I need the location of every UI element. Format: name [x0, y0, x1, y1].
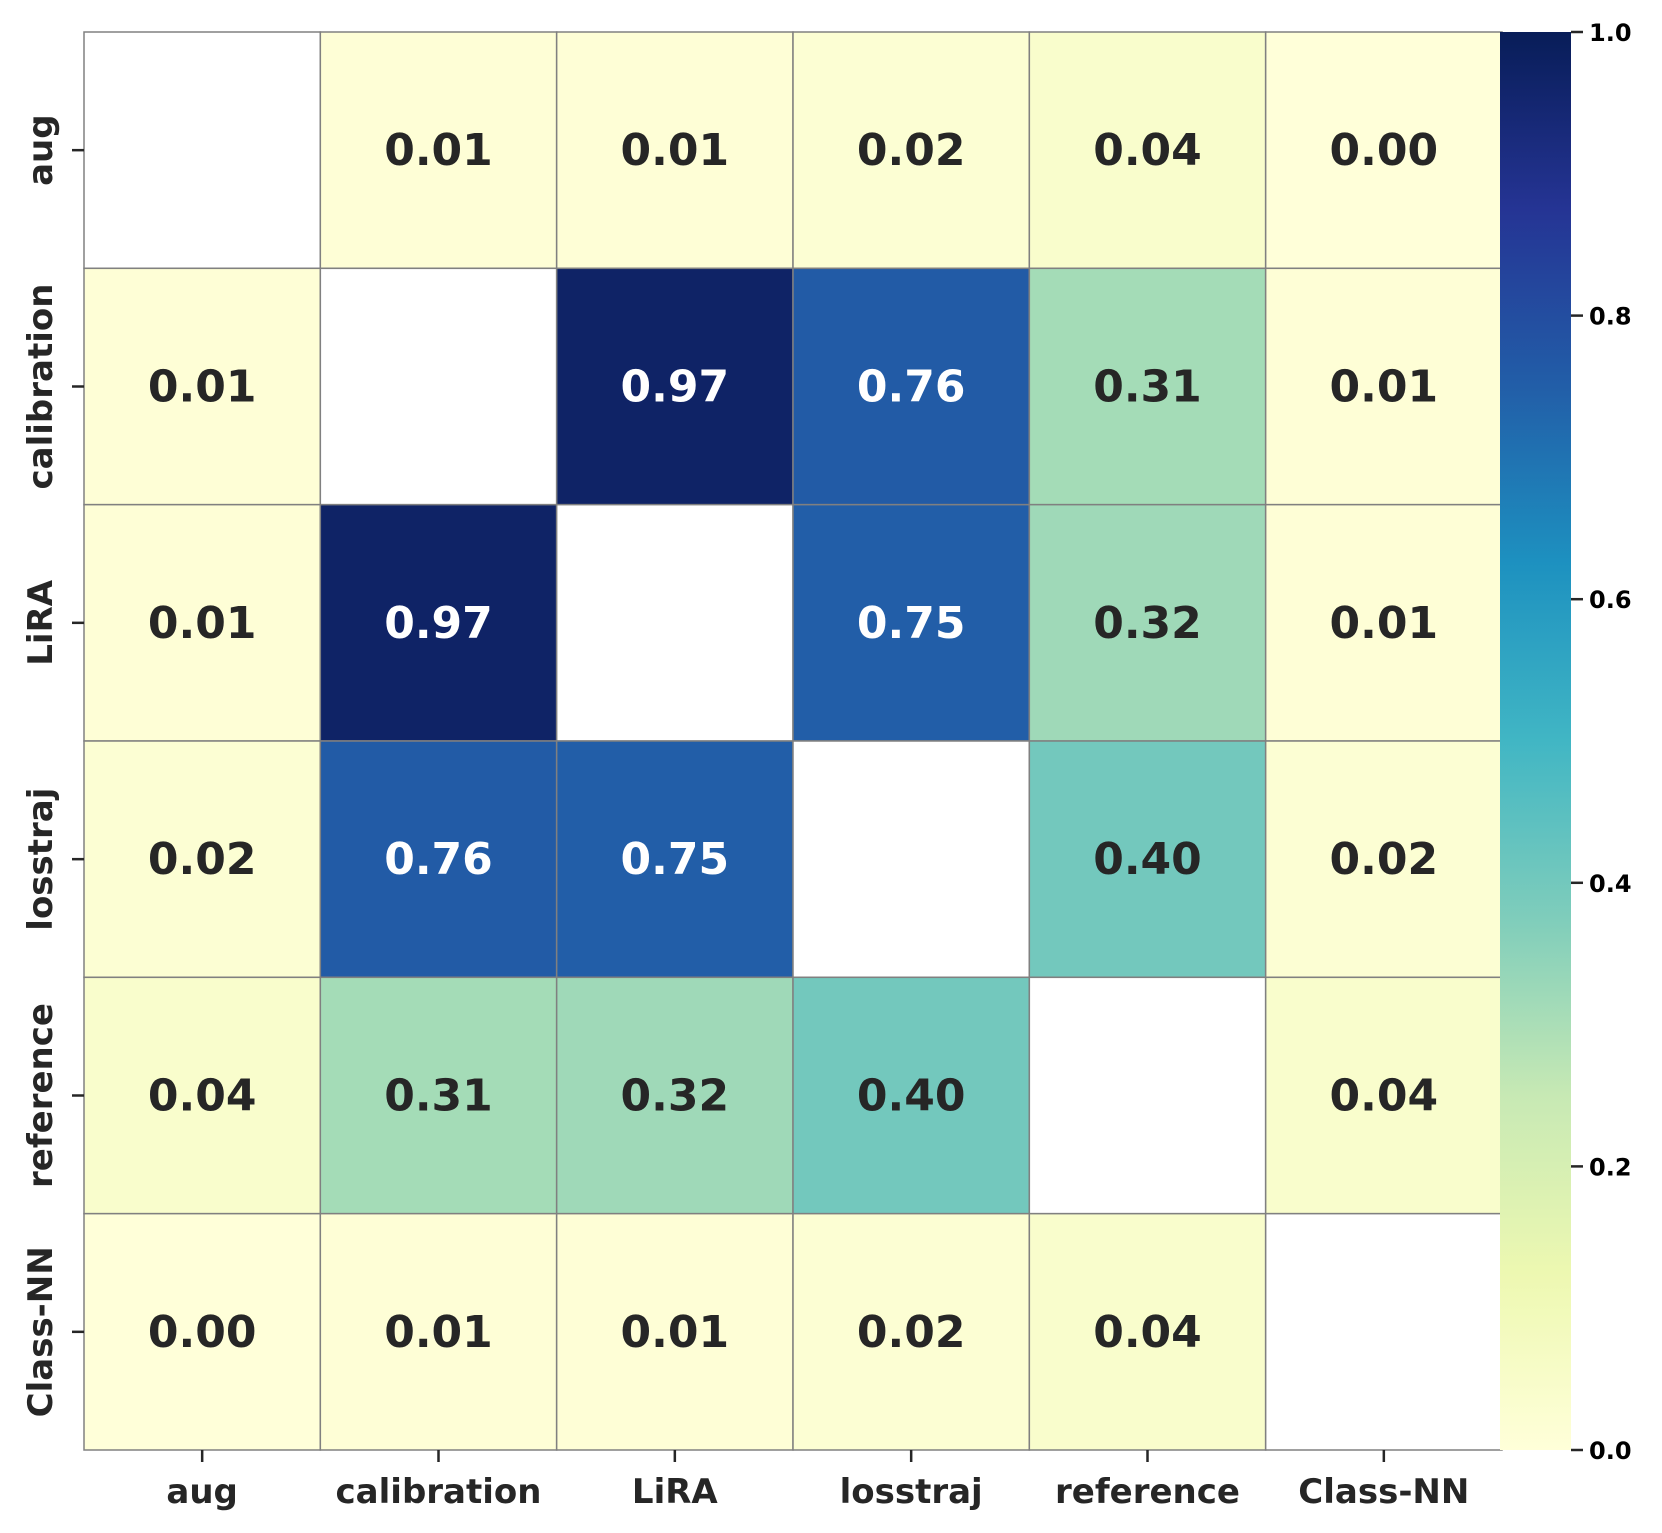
- colorbar-tick-label: 1.0: [1589, 19, 1632, 47]
- heatmap-cell: [1264, 503, 1503, 742]
- heatmap-cell: [319, 503, 558, 742]
- cell-value-label: 0.01: [148, 362, 257, 413]
- cell-value-label: 0.01: [148, 598, 257, 649]
- colorbar: 0.0 0.2 0.4 0.6 0.8 1.0: [1500, 19, 1632, 1465]
- heatmap-cell: [555, 740, 794, 979]
- heatmap-cell: [1264, 740, 1503, 979]
- cell-value-label: 0.02: [857, 125, 966, 176]
- colorbar-tick-label: 0.8: [1589, 303, 1632, 331]
- heatmap-cell: [319, 1212, 558, 1451]
- x-tick-label: Class-NN: [1298, 1472, 1469, 1512]
- heatmap-cell: [555, 31, 794, 270]
- cell-value-label: 0.01: [1330, 598, 1439, 649]
- cell-value-label: 0.97: [621, 362, 730, 413]
- y-tick-label: losstraj: [21, 788, 61, 931]
- cell-value-label: 0.01: [384, 125, 493, 176]
- heatmap-cells: 0.01 0.01 0.02 0.04 0.00 0.01 0.97 0.76 0.31 0.01…: [83, 31, 1503, 1451]
- cell-value-label: 0.75: [857, 598, 966, 649]
- heatmap-cell: [1264, 976, 1503, 1215]
- heatmap-cell: [1264, 267, 1503, 506]
- cell-value-label: 0.01: [384, 1307, 493, 1358]
- heatmap-cell: [555, 1212, 794, 1451]
- x-axis: aug calibration LiRA losstraj reference Class…: [166, 1450, 1469, 1512]
- heatmap-cell: [555, 503, 794, 742]
- heatmap-cell: [792, 1212, 1031, 1451]
- cell-value-label: 0.00: [148, 1307, 257, 1358]
- y-axis: aug calibration LiRA losstraj reference Class…: [21, 114, 84, 1417]
- heatmap-cell: [792, 267, 1031, 506]
- cell-value-label: 0.04: [1093, 1307, 1202, 1358]
- cell-value-label: 0.04: [1330, 1071, 1439, 1122]
- cell-value-label: 0.01: [621, 1307, 730, 1358]
- cell-value-label: 0.01: [621, 125, 730, 176]
- y-tick-label: aug: [21, 114, 61, 186]
- y-tick-label: calibration: [21, 284, 61, 490]
- colorbar-tick-label: 0.2: [1589, 1153, 1632, 1181]
- cell-value-label: 0.04: [1093, 125, 1202, 176]
- heatmap-cell: [319, 976, 558, 1215]
- cell-value-label: 0.32: [621, 1071, 730, 1122]
- cell-value-label: 0.76: [384, 834, 493, 885]
- heatmap-cell: [1028, 31, 1267, 270]
- heatmap-cell: [1028, 976, 1267, 1215]
- cell-value-label: 0.40: [857, 1071, 966, 1122]
- cell-value-label: 0.75: [621, 834, 730, 885]
- colorbar-gradient: [1500, 32, 1571, 1450]
- x-tick-label: aug: [166, 1472, 238, 1512]
- heatmap-cell: [1028, 740, 1267, 979]
- colorbar-tick-label: 0.4: [1589, 870, 1632, 898]
- y-tick-label: Class-NN: [21, 1246, 61, 1417]
- heatmap-cell: [319, 267, 558, 506]
- heatmap-cell: [1264, 1212, 1503, 1451]
- heatmap-cell: [83, 1212, 322, 1451]
- heatmap-cell: [83, 267, 322, 506]
- cell-value-label: 0.31: [384, 1071, 493, 1122]
- cell-value-label: 0.76: [857, 362, 966, 413]
- cell-value-label: 0.32: [1093, 598, 1202, 649]
- heatmap-cell: [792, 31, 1031, 270]
- y-tick-label: reference: [21, 1003, 61, 1188]
- cell-value-label: 0.01: [1330, 362, 1439, 413]
- heatmap-cell: [555, 976, 794, 1215]
- cell-value-label: 0.02: [148, 834, 257, 885]
- heatmap-cell: [792, 740, 1031, 979]
- cell-value-label: 0.02: [857, 1307, 966, 1358]
- x-tick-label: LiRA: [632, 1472, 719, 1512]
- x-tick-label: calibration: [336, 1472, 542, 1512]
- cell-value-label: 0.97: [384, 598, 493, 649]
- heatmap-cell: [83, 31, 322, 270]
- heatmap-cell: [83, 976, 322, 1215]
- cell-value-label: 0.04: [148, 1071, 257, 1122]
- cell-value-label: 0.31: [1093, 362, 1202, 413]
- cell-value-label: 0.40: [1093, 834, 1202, 885]
- colorbar-tick-label: 0.6: [1589, 586, 1632, 614]
- heatmap-cell: [319, 31, 558, 270]
- cell-value-label: 0.02: [1330, 834, 1439, 885]
- colorbar-tick-label: 0.0: [1589, 1437, 1632, 1465]
- heatmap-cell: [555, 267, 794, 506]
- x-tick-label: losstraj: [840, 1472, 983, 1512]
- x-tick-label: reference: [1055, 1472, 1240, 1512]
- heatmap-cell: [792, 503, 1031, 742]
- heatmap-cell: [1264, 31, 1503, 270]
- heatmap-cell: [319, 740, 558, 979]
- y-tick-label: LiRA: [21, 579, 61, 666]
- cell-value-label: 0.00: [1330, 125, 1439, 176]
- heatmap-cell: [1028, 503, 1267, 742]
